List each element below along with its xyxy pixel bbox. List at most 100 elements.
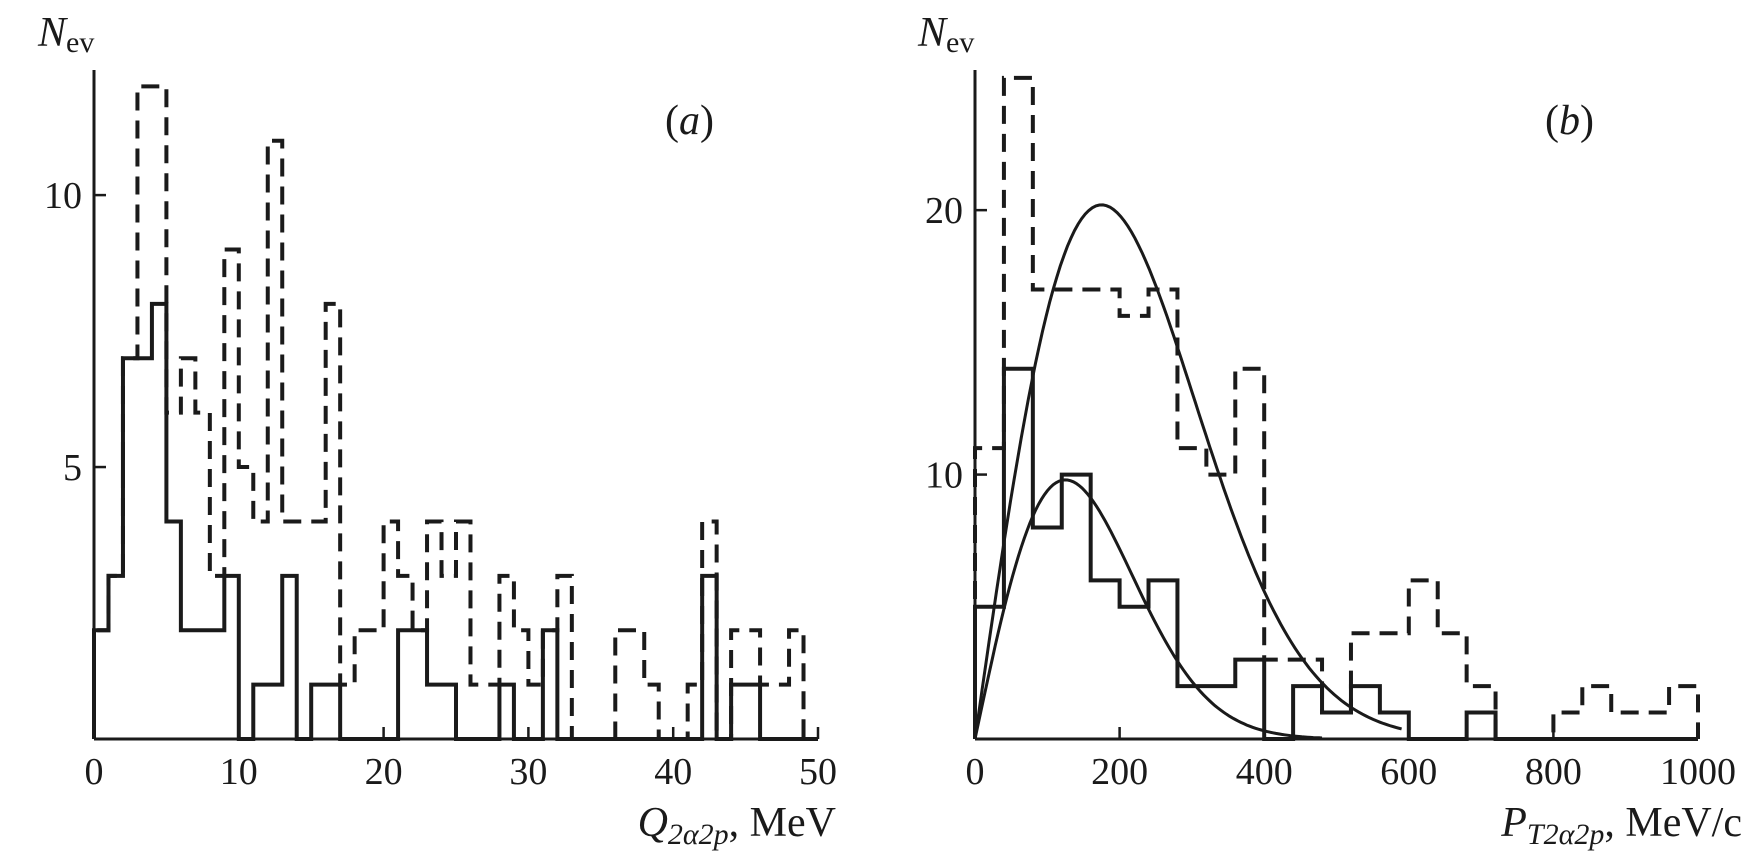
panel-a-bin-dashed xyxy=(137,86,151,739)
panel-a-bin-dashed xyxy=(210,576,224,739)
panel-b-bin-dashed xyxy=(1120,316,1149,739)
panel-a-bin-dashed xyxy=(543,630,557,739)
panel-a-bin-solid xyxy=(268,685,282,739)
panel-b-bin-dashed xyxy=(1235,369,1264,739)
panel-a-bin-dashed xyxy=(253,521,267,739)
panel-b-bin-dashed xyxy=(1264,660,1293,739)
panel-a-bin-solid xyxy=(253,685,267,739)
panel-b-fits xyxy=(973,203,1402,740)
panel-b-label: (b) xyxy=(1545,98,1594,144)
panel-b-bin-dashed xyxy=(1582,686,1611,739)
panel-a-x-tick-label: 40 xyxy=(654,751,692,793)
panel-a-bin-dashed xyxy=(224,249,238,739)
panel-a-bin-dashed xyxy=(630,630,644,739)
panel-b-y-label-sub: ev xyxy=(946,26,974,59)
panel-a-x-tick-label: 0 xyxy=(85,751,104,793)
panel-b-x-tick-label: 0 xyxy=(966,751,985,793)
panel-b-bin-dashed xyxy=(1640,713,1669,739)
panel-a-bin-dashed xyxy=(615,630,629,739)
panel-b-x-tick-label: 1000 xyxy=(1660,751,1736,793)
panel-a-bin-dashed xyxy=(268,141,282,739)
panel-a-bin-dashed xyxy=(775,685,789,739)
panel-a-bin-dashed xyxy=(326,304,340,739)
panel-b-bin-solid xyxy=(1322,713,1351,739)
panel-a-bin-solid xyxy=(311,685,325,739)
panel-b-bin-dashed xyxy=(1669,686,1698,739)
panel-a-bin-dashed xyxy=(644,685,658,739)
panel-b-bin-dashed xyxy=(1004,78,1033,739)
panel-a-bin-solid xyxy=(499,685,513,739)
panel-b-x-label-unit: , MeV/c xyxy=(1604,800,1742,846)
panel-a-bin-solid xyxy=(413,630,427,739)
panel-b-bin-solid xyxy=(1062,475,1091,739)
panel-a-y-tick-label: 10 xyxy=(44,175,82,217)
panel-a-bin-solid xyxy=(123,358,137,739)
panel-a-bin-dashed xyxy=(355,630,369,739)
panel-b-y-label: Nev xyxy=(917,10,974,59)
panel-b-bin-solid xyxy=(1467,713,1496,739)
panel-b-x-tick-label: 400 xyxy=(1236,751,1293,793)
panel-b-bin-dashed xyxy=(1611,713,1640,739)
panel-a-bin-dashed xyxy=(442,576,456,739)
panel-a-bin-dashed xyxy=(239,467,253,739)
panel-b-y-tick-label: 10 xyxy=(925,455,963,497)
panel-b-series xyxy=(973,75,1700,741)
panel-a-bin-solid xyxy=(166,521,180,739)
panel-a-bin-solid xyxy=(746,685,760,739)
panel-a-bin-dashed xyxy=(297,521,311,739)
panel-a-bin-dashed xyxy=(282,521,296,739)
panel-a-bin-solid xyxy=(427,685,441,739)
panel-a-bin-dashed xyxy=(514,630,528,739)
panel-b-series-dashed xyxy=(973,75,1700,741)
panel-b-bin-solid xyxy=(1033,527,1062,739)
panel-b-bin-dashed xyxy=(1206,475,1235,739)
panel-a-bin-dashed xyxy=(166,413,180,739)
panel-a-y-label-sub: ev xyxy=(66,26,94,59)
panel-a-bin-dashed xyxy=(470,685,484,739)
panel-b-series-solid xyxy=(973,366,1698,741)
panel-b-x-tick-label: 600 xyxy=(1380,751,1437,793)
panel-a-bin-dashed xyxy=(195,413,209,739)
panel-a: 0 10 20 30 40 50 5 10 Nev Q2α2p, MeV (a) xyxy=(37,10,837,851)
panel-a-bin-dashed xyxy=(311,521,325,739)
panel-a-bin-dashed xyxy=(485,685,499,739)
panel-a-bin-solid xyxy=(326,685,340,739)
panel-a-x-label: Q2α2p, MeV xyxy=(638,800,836,851)
panel-b-x-tick-label: 800 xyxy=(1525,751,1582,793)
panel-b-bin-solid xyxy=(1120,607,1149,739)
panel-b-y-label-main: N xyxy=(917,10,948,56)
panel-a-bin-dashed xyxy=(398,576,412,739)
panel-a-bin-dashed xyxy=(427,521,441,739)
panel-a-x-tick-label: 30 xyxy=(509,751,547,793)
panel-a-series xyxy=(92,84,818,741)
panel-b-bin-dashed xyxy=(1322,713,1351,739)
panel-a-bin-solid xyxy=(195,630,209,739)
panel-a-bin-dashed xyxy=(152,86,166,739)
panel-a-series-dashed-line xyxy=(92,84,818,741)
panel-b-bin-solid xyxy=(1206,686,1235,739)
panel-a-bin-dashed xyxy=(181,358,195,739)
panel-a-bin-dashed xyxy=(702,521,716,739)
panel-a-bin-dashed xyxy=(528,685,542,739)
panel-a-bin-solid xyxy=(543,630,557,739)
panel-a-bin-dashed xyxy=(413,630,427,739)
panel-b-fit-solid-curve xyxy=(973,478,1323,740)
panel-a-bin-solid xyxy=(282,576,296,739)
panel-b-bin-dashed xyxy=(1293,660,1322,739)
panel-a-y-label-main: N xyxy=(37,10,68,56)
panel-a-x-label-main: Q xyxy=(638,800,668,846)
panel-b-bin-solid xyxy=(1091,580,1120,739)
panel-a-y-label: Nev xyxy=(37,10,94,59)
panel-a-label: (a) xyxy=(665,98,714,144)
panel-a-y-tick-label: 5 xyxy=(63,447,82,489)
panel-a-bin-dashed xyxy=(557,576,571,739)
panel-a-bin-solid xyxy=(94,630,108,739)
panel-b-ticks: 0 200 400 600 800 1000 10 20 xyxy=(925,190,1736,793)
panel-a-bin-dashed xyxy=(94,630,108,739)
panel-a-bin-solid xyxy=(210,630,224,739)
panel-b-bin-dashed xyxy=(1091,289,1120,739)
panel-b-bin-solid xyxy=(1293,686,1322,739)
panel-b-series-dashed-line xyxy=(973,75,1700,741)
panel-a-x-tick-label: 50 xyxy=(799,751,837,793)
